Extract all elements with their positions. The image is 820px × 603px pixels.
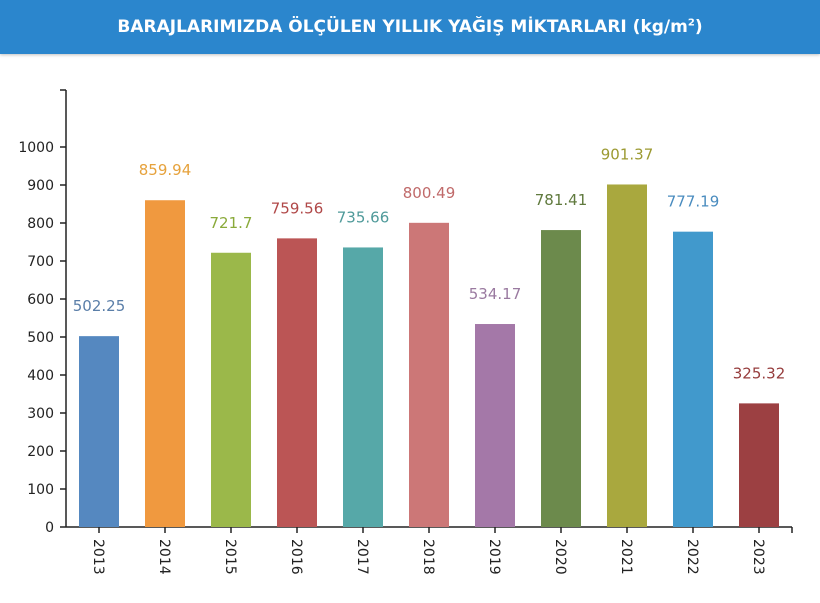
data-label-2021: 901.37 xyxy=(601,145,654,163)
data-label-2015: 721.7 xyxy=(210,214,253,232)
bar-2014 xyxy=(145,200,185,528)
y-tick-label: 700 xyxy=(27,254,54,270)
data-label-2017: 735.66 xyxy=(337,208,390,226)
bar-2013 xyxy=(79,336,119,527)
data-label-2013: 502.25 xyxy=(73,297,126,315)
x-axis: 2013 2014 2015 2016 2017 2018 2019 2020 2021 2022… xyxy=(66,526,793,575)
bars xyxy=(79,184,779,528)
bar-2023 xyxy=(739,403,779,527)
data-label-2023: 325.32 xyxy=(733,364,786,382)
data-label-2016: 759.56 xyxy=(271,199,324,217)
x-tick-label: 2015 xyxy=(222,539,238,575)
bar-2016 xyxy=(277,238,317,528)
bar-2017 xyxy=(343,247,383,527)
y-axis: 0 100 200 300 400 500 600 700 800 900 1000 xyxy=(18,89,67,536)
y-tick-label: 200 xyxy=(27,444,54,460)
data-labels: 502.25 859.94 721.7 759.56 735.66 800.49 534.1… xyxy=(73,145,786,382)
bar-2019 xyxy=(475,324,515,527)
data-label-2018: 800.49 xyxy=(403,184,456,202)
y-tick-label: 800 xyxy=(27,216,54,232)
y-tick-label: 300 xyxy=(27,406,54,422)
data-label-2014: 859.94 xyxy=(139,161,192,179)
y-tick-label: 0 xyxy=(45,520,54,536)
bar-2022 xyxy=(673,231,713,528)
x-tick-label: 2013 xyxy=(90,539,106,575)
y-tick-label: 400 xyxy=(27,368,54,384)
chart-title-banner: BARAJLARIMIZDA ÖLÇÜLEN YILLIK YAĞIŞ MİKT… xyxy=(0,0,820,54)
bar-2021 xyxy=(607,184,647,527)
x-tick-label: 2014 xyxy=(156,539,172,575)
bar-2020 xyxy=(541,230,581,527)
y-tick-label: 500 xyxy=(27,330,54,346)
data-label-2020: 781.41 xyxy=(535,191,588,209)
y-tick-label: 1000 xyxy=(18,140,54,156)
bar-2018 xyxy=(409,222,449,528)
x-tick-label: 2016 xyxy=(288,539,304,575)
x-tick-label: 2020 xyxy=(552,539,568,575)
y-tick-label: 900 xyxy=(27,178,54,194)
x-tick-label: 2017 xyxy=(354,539,370,575)
y-tick-label: 100 xyxy=(27,482,54,498)
x-tick-label: 2018 xyxy=(420,539,436,575)
bar-2015 xyxy=(211,252,251,527)
x-tick-label: 2021 xyxy=(618,539,634,575)
x-tick-label: 2019 xyxy=(486,539,502,575)
x-tick-label: 2023 xyxy=(750,539,766,575)
chart-title: BARAJLARIMIZDA ÖLÇÜLEN YILLIK YAĞIŞ MİKT… xyxy=(117,17,703,37)
data-label-2022: 777.19 xyxy=(667,193,720,211)
y-tick-label: 600 xyxy=(27,292,54,308)
data-label-2019: 534.17 xyxy=(469,285,522,303)
x-tick-label: 2022 xyxy=(684,539,700,575)
